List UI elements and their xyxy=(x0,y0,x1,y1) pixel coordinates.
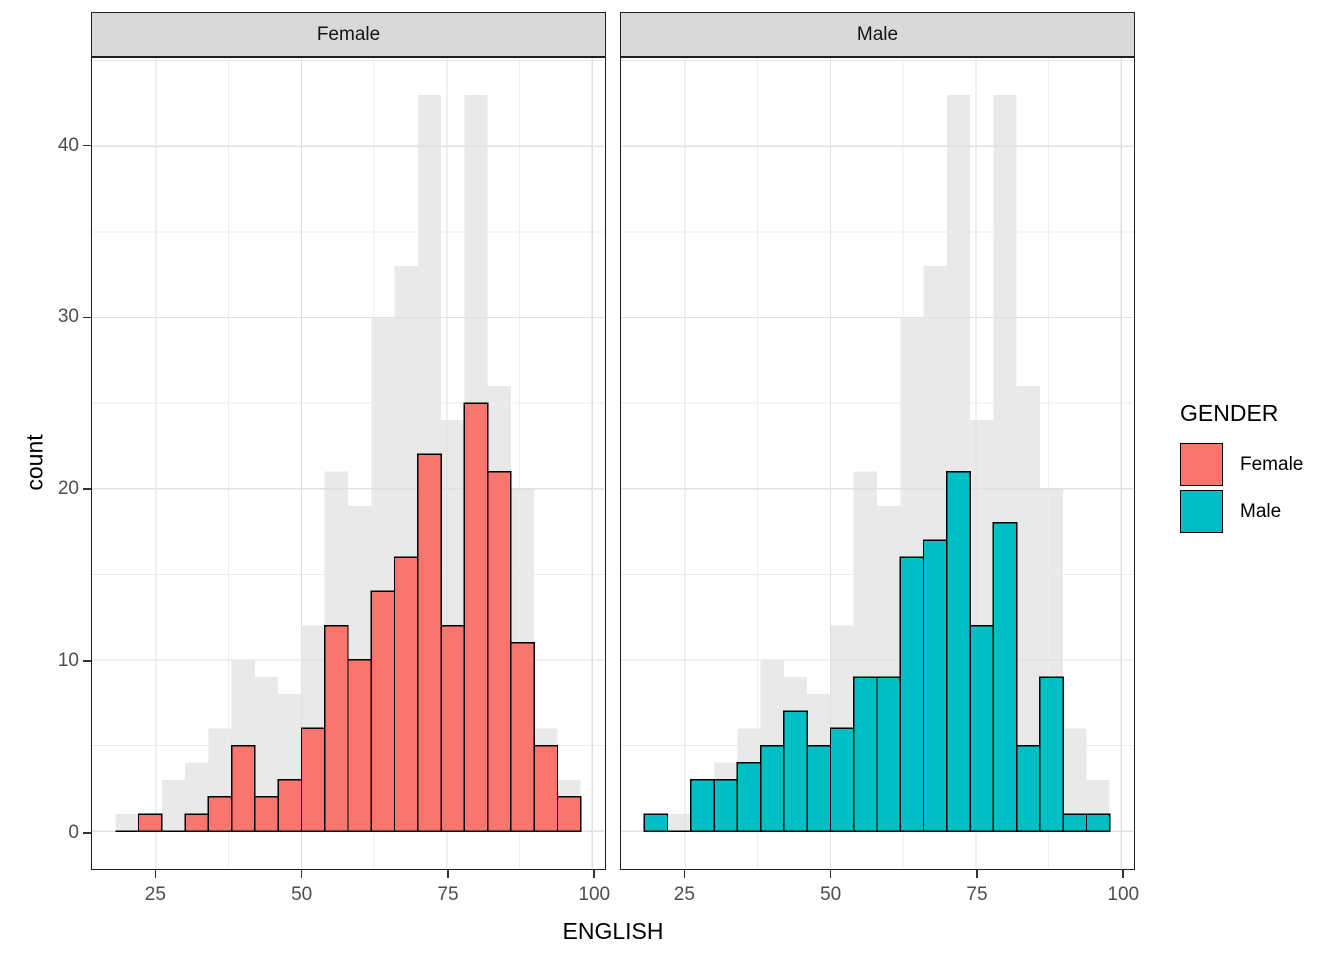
histogram-bar xyxy=(533,744,559,832)
y-tick-label: 0 xyxy=(68,822,79,844)
histogram-bar xyxy=(1062,813,1088,832)
histogram-bar xyxy=(370,590,396,832)
background-bar xyxy=(1063,728,1087,832)
x-axis-tick xyxy=(447,870,449,878)
panel-male xyxy=(620,57,1135,870)
histogram-bar xyxy=(324,624,349,832)
histogram-bar xyxy=(1015,744,1041,832)
y-axis-tick xyxy=(83,660,91,662)
histogram-bar xyxy=(440,624,466,832)
histogram-bar xyxy=(393,556,419,832)
histogram-bar xyxy=(969,624,995,832)
y-axis-tick xyxy=(83,488,91,491)
x-tick-label: 100 xyxy=(1107,884,1140,905)
x-axis-tick xyxy=(300,870,303,878)
background-bar xyxy=(161,779,186,832)
histogram-bar xyxy=(137,813,163,832)
x-tick-label: 25 xyxy=(673,884,695,905)
background-bar xyxy=(254,677,279,832)
histogram-bar xyxy=(713,779,739,832)
histogram-bar xyxy=(207,796,233,832)
histogram-bar xyxy=(643,813,669,832)
x-tick-label: 50 xyxy=(820,884,842,905)
x-axis-title: ENGLISH xyxy=(562,918,664,944)
histogram-bar xyxy=(347,659,372,832)
histogram-bar xyxy=(510,642,535,832)
histogram-bar xyxy=(690,779,715,832)
panel-female-plot xyxy=(92,58,604,868)
legend-swatch-female xyxy=(1180,443,1223,486)
legend-title: GENDER xyxy=(1180,400,1279,426)
histogram-bar xyxy=(230,744,256,832)
panel-male-plot xyxy=(621,58,1133,868)
y-axis-tick xyxy=(83,144,91,147)
facet-strip-label-female: Female xyxy=(316,23,381,45)
panel-female xyxy=(91,57,606,870)
y-tick-label: 30 xyxy=(57,306,79,328)
y-axis-tick xyxy=(83,832,91,834)
histogram-bar xyxy=(783,710,808,832)
histogram-bar xyxy=(277,779,303,832)
y-tick-label: 20 xyxy=(57,478,79,500)
x-tick-label: 75 xyxy=(966,884,988,905)
histogram-bar xyxy=(1085,813,1111,832)
histogram-bar xyxy=(806,744,832,832)
histogram-bar xyxy=(486,470,512,832)
histogram-bar xyxy=(463,402,489,832)
x-tick-label: 50 xyxy=(291,884,313,905)
background-bar xyxy=(115,814,139,832)
y-axis-title: count xyxy=(21,433,48,491)
legend-swatch-male xyxy=(1180,490,1223,533)
x-axis-tick xyxy=(829,870,832,878)
y-tick-label: 40 xyxy=(57,134,79,156)
x-axis-tick xyxy=(976,870,978,878)
histogram-bar xyxy=(829,727,855,832)
histogram-bar xyxy=(300,727,326,832)
y-axis-tick xyxy=(83,316,91,319)
x-tick-label: 25 xyxy=(144,884,166,905)
y-tick-label: 10 xyxy=(57,650,79,672)
histogram-bar xyxy=(736,761,762,832)
histogram-bar xyxy=(992,522,1018,832)
x-tick-label: 100 xyxy=(578,884,611,905)
histogram-bar xyxy=(556,796,582,832)
facet-histogram-female xyxy=(137,402,582,832)
facet-strip-label-male: Male xyxy=(856,23,899,45)
histogram-bar xyxy=(184,813,210,832)
facet-strip-male: Male xyxy=(620,12,1135,57)
histogram-bar xyxy=(417,453,442,832)
x-axis-tick xyxy=(1122,870,1125,878)
facet-strip-female: Female xyxy=(91,12,606,57)
histogram-bar xyxy=(946,470,971,832)
x-tick-label: 75 xyxy=(437,884,459,905)
histogram-bar xyxy=(922,539,948,832)
histogram-bar xyxy=(1039,676,1064,832)
histogram-bar xyxy=(853,676,878,832)
x-axis-tick xyxy=(683,870,686,878)
histogram-bar xyxy=(876,676,901,832)
legend-label-female: Female xyxy=(1240,454,1304,475)
background-bar xyxy=(1016,385,1040,832)
background-bar xyxy=(667,814,691,832)
histogram-bar xyxy=(899,556,925,832)
x-axis-tick xyxy=(154,870,157,878)
facet-histogram-male xyxy=(643,470,1111,832)
legend-label-male: Male xyxy=(1240,501,1282,522)
histogram-bar xyxy=(254,796,279,832)
legend: GENDER Female Male xyxy=(1180,400,1340,533)
x-axis-tick xyxy=(593,870,596,878)
histogram-bar xyxy=(759,744,785,832)
